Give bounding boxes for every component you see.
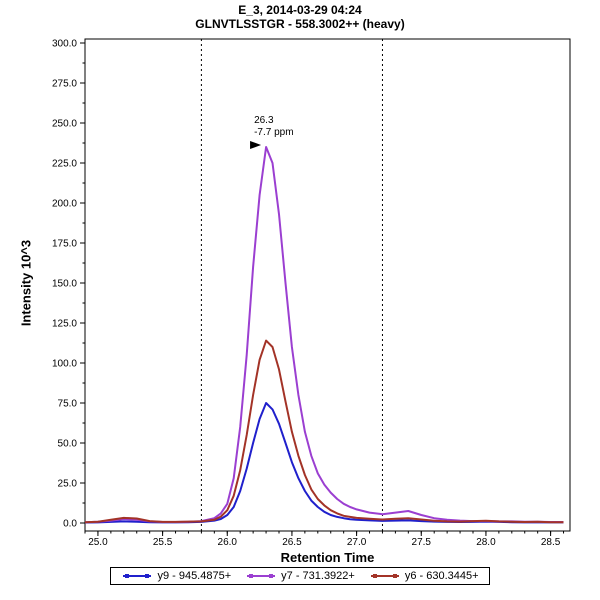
svg-text:125.0: 125.0 [52,319,77,330]
legend-item-y6: y6 - 630.3445+ [369,570,479,582]
y-axis: 0.0 25.0 50.0 75.0 100.0 125.0 150.0 175.0 200.0… [52,39,85,530]
chart-subtitle: GLNVTLSSTGR - 558.3002++ (heavy) [195,17,405,31]
svg-text:225.0: 225.0 [52,159,77,170]
svg-text:250.0: 250.0 [52,119,77,130]
peak-annotation: 26.3-7.7 ppm [250,115,294,149]
svg-text:27.5: 27.5 [412,537,432,548]
svg-text:50.0: 50.0 [58,439,78,450]
svg-text:27.0: 27.0 [347,537,367,548]
legend-label-y9: y9 - 945.4875+ [157,570,232,582]
series-lines [84,146,564,524]
svg-text:150.0: 150.0 [52,279,77,290]
peak-ppm-label: -7.7 ppm [254,127,293,138]
legend: y9 - 945.4875+ y7 - 731.3922+ [0,567,600,585]
trace-y6 [84,339,564,524]
svg-text:75.0: 75.0 [58,399,78,410]
svg-text:28.5: 28.5 [541,537,561,548]
peak-rt-label: 26.3 [254,115,274,126]
svg-text:200.0: 200.0 [52,199,77,210]
chromatogram-plot[interactable]: 25.0 25.5 26.0 26.5 27.0 27.5 28.0 28.5 0.0 25.0 5… [0,31,600,571]
plot-border [84,38,571,532]
svg-text:26.5: 26.5 [282,537,302,548]
svg-text:100.0: 100.0 [52,359,77,370]
legend-swatch-y6-icon [369,570,401,582]
integration-boundary-lines [200,39,383,531]
y-axis-title: Intensity 10^3 [18,239,34,327]
legend-label-y6: y6 - 630.3445+ [404,570,479,582]
svg-text:0.0: 0.0 [63,519,77,530]
svg-text:25.0: 25.0 [58,479,78,490]
x-axis: 25.0 25.5 26.0 26.5 27.0 27.5 28.0 28.5 [84,531,565,548]
legend-box: y9 - 945.4875+ y7 - 731.3922+ [110,567,490,585]
svg-text:26.0: 26.0 [218,537,238,548]
svg-text:25.5: 25.5 [153,537,173,548]
svg-text:25.0: 25.0 [88,537,108,548]
legend-label-y7: y7 - 731.3922+ [281,570,355,582]
svg-text:28.0: 28.0 [476,537,496,548]
legend-swatch-y9-icon [121,570,153,582]
x-axis-title: Retention Time [280,550,375,565]
peak-arrow-icon [250,141,262,149]
svg-text:300.0: 300.0 [52,39,77,50]
svg-text:175.0: 175.0 [52,239,77,250]
legend-item-y9: y9 - 945.4875+ [121,570,231,582]
legend-item-y7: y7 - 731.3922+ [245,570,355,582]
chart-title: E_3, 2014-03-29 04:24 [238,3,362,17]
legend-swatch-y7-icon [245,570,277,582]
svg-text:275.0: 275.0 [52,79,77,90]
